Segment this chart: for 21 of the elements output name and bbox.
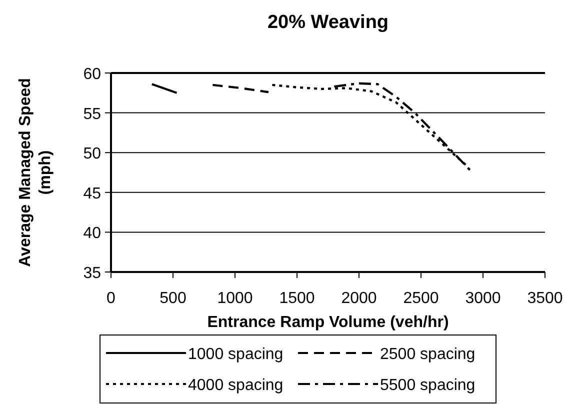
y-axis-title: Average Managed Speed (mph) xyxy=(17,78,54,267)
legend-label: 5500 spacing xyxy=(380,377,476,394)
y-tick-label: 60 xyxy=(83,66,102,83)
x-tick-label: 500 xyxy=(160,290,186,307)
x-tick-label: 3500 xyxy=(527,290,563,307)
x-tick-label: 1500 xyxy=(279,290,315,307)
legend-label: 1000 spacing xyxy=(188,346,284,363)
y-tick-label: 35 xyxy=(83,265,102,282)
chart-title: 20% Weaving xyxy=(267,12,389,33)
x-tick-label: 1000 xyxy=(217,290,253,307)
y-tick-label: 40 xyxy=(83,225,102,242)
y-tick-label: 55 xyxy=(83,106,102,123)
x-tick-label: 2500 xyxy=(403,290,439,307)
y-tick-label: 45 xyxy=(83,185,102,202)
x-tick-label: 3000 xyxy=(465,290,501,307)
x-tick-label: 2000 xyxy=(341,290,377,307)
legend-label: 4000 spacing xyxy=(188,377,284,394)
y-tick-label: 50 xyxy=(83,146,102,163)
x-axis-title: Entrance Ramp Volume (veh/hr) xyxy=(207,314,449,331)
x-tick-label: 0 xyxy=(106,290,116,307)
legend-label: 2500 spacing xyxy=(380,346,476,363)
